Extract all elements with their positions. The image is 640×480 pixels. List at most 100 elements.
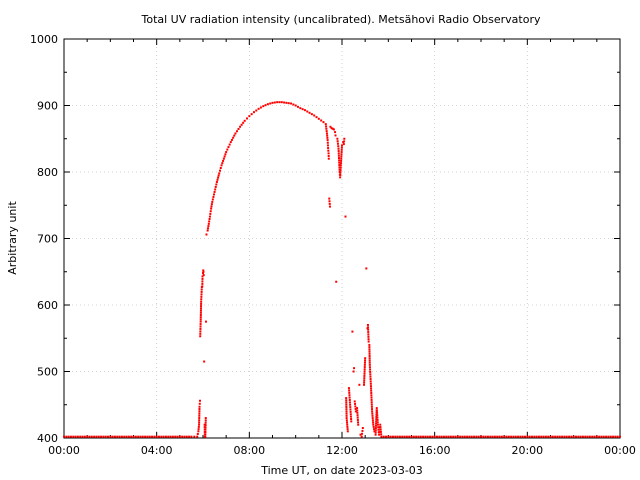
data-point (344, 215, 347, 218)
data-point (350, 418, 353, 420)
data-point (616, 435, 619, 438)
data-point (200, 302, 203, 305)
data-point (370, 392, 373, 395)
data-point (199, 327, 202, 330)
data-point (215, 183, 218, 186)
data-point (199, 316, 202, 319)
data-point (306, 110, 309, 113)
data-point (537, 435, 540, 438)
data-point (322, 121, 325, 124)
data-point (593, 435, 596, 438)
data-point (368, 366, 371, 369)
data-point (357, 423, 360, 426)
x-tick-labels: 00:00 04:00 08:00 12:00 16:00 20:00 00:00 (48, 444, 636, 457)
data-point (563, 435, 566, 438)
data-point (204, 417, 207, 420)
data-point (338, 164, 341, 167)
data-point (204, 426, 207, 429)
data-point (561, 435, 564, 438)
data-point (363, 377, 366, 380)
data-point (157, 435, 160, 438)
data-point (325, 130, 328, 133)
data-point (378, 431, 381, 434)
data-point (447, 435, 450, 438)
data-point (356, 409, 359, 412)
data-point (221, 162, 224, 165)
data-point (470, 435, 473, 438)
data-point (208, 215, 211, 218)
data-point (210, 203, 213, 206)
data-point (336, 140, 339, 143)
data-point (491, 435, 494, 438)
data-point (155, 435, 158, 438)
data-point (205, 320, 208, 323)
data-point (326, 134, 329, 137)
data-point (346, 421, 349, 424)
data-point (74, 435, 77, 438)
data-point (214, 188, 217, 191)
data-point (336, 142, 339, 145)
data-point (367, 333, 370, 336)
data-point (199, 325, 202, 328)
data-point (169, 435, 172, 438)
data-point (368, 350, 371, 353)
data-point (229, 141, 232, 144)
y-tick-label: 500 (37, 366, 58, 379)
data-point (367, 340, 370, 343)
data-point (452, 435, 455, 438)
data-point (368, 363, 371, 366)
data-point (367, 335, 370, 338)
data-point (376, 414, 379, 417)
data-point (120, 435, 123, 438)
data-point (199, 330, 202, 333)
data-point (607, 435, 610, 438)
data-point (181, 435, 184, 438)
data-point (379, 430, 382, 433)
data-point (199, 318, 202, 321)
data-point (199, 320, 202, 323)
data-point (148, 435, 151, 438)
data-point (199, 335, 202, 338)
data-point (199, 309, 202, 312)
data-point (353, 400, 356, 403)
data-point (223, 155, 226, 158)
data-point (294, 104, 297, 107)
data-point (218, 169, 221, 172)
data-point (396, 435, 399, 438)
data-point (346, 423, 349, 426)
data-point (372, 425, 375, 428)
data-point (285, 101, 288, 104)
data-point (100, 435, 103, 438)
data-point (542, 435, 545, 438)
data-point (299, 107, 302, 110)
data-point (206, 229, 209, 232)
data-point (368, 357, 371, 360)
data-point (500, 435, 503, 438)
data-point (313, 114, 316, 117)
data-point (363, 361, 366, 364)
data-point (139, 435, 142, 438)
data-point (379, 426, 382, 429)
data-point (209, 210, 212, 213)
data-point (619, 435, 621, 438)
data-point (199, 307, 202, 310)
data-point (107, 435, 110, 438)
data-point (371, 410, 374, 413)
data-point (252, 111, 255, 114)
data-point (69, 435, 72, 438)
data-point (246, 117, 249, 120)
data-point (167, 435, 170, 438)
data-point (204, 419, 207, 422)
data-point (480, 435, 482, 438)
data-point (349, 410, 352, 413)
data-point (204, 433, 207, 436)
y-tick-label: 900 (37, 100, 58, 113)
data-point (579, 435, 582, 438)
data-point (104, 435, 107, 438)
data-point (198, 419, 201, 422)
data-point (466, 435, 469, 438)
data-point (327, 152, 330, 155)
data-point (376, 411, 379, 414)
data-point (141, 435, 144, 438)
data-point (368, 343, 371, 346)
